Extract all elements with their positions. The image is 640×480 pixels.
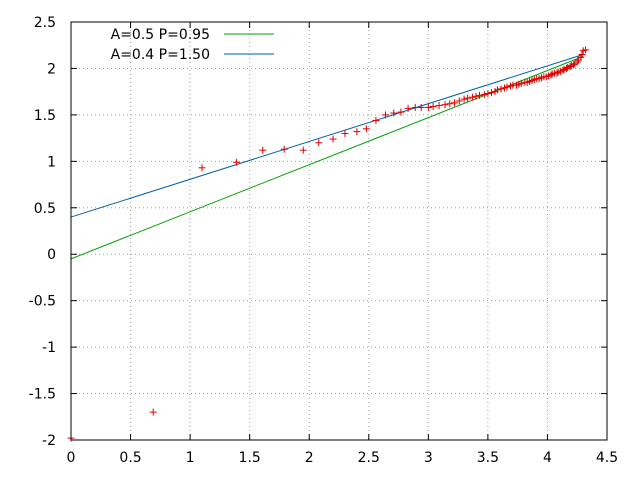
data-point [493, 86, 501, 94]
data-point [570, 61, 578, 69]
data-point [472, 92, 480, 100]
data-point [559, 66, 567, 74]
data-point [566, 63, 574, 71]
data-point [455, 97, 463, 105]
data-point [417, 103, 425, 111]
tick-labels: 0 0.5 1 1.5 2 2.5 3 3.5 4 4.5 -2 -1.5 -1 -0.5 0 0.5 1 1.5… [29, 15, 618, 466]
x-tick-label: 0 [67, 450, 76, 466]
data-point [411, 103, 419, 111]
x-tick-label: 0.5 [119, 450, 141, 466]
data-point [451, 99, 459, 107]
data-point [487, 89, 495, 97]
data-point [435, 102, 443, 110]
data-point [315, 139, 323, 147]
data-point [468, 93, 476, 101]
data-point [404, 104, 412, 112]
data-point [563, 64, 571, 72]
axis-ticks [70, 21, 608, 441]
data-point [390, 109, 398, 117]
series-line-1 [70, 54, 584, 218]
data-point [464, 94, 472, 102]
y-tick-label: 1.5 [34, 108, 56, 124]
data-point [476, 91, 484, 99]
data-point [397, 108, 405, 116]
data-point [329, 135, 337, 143]
data-point [553, 69, 561, 77]
data-point [299, 146, 307, 154]
x-tick-label: 2 [305, 450, 314, 466]
data-point [446, 100, 454, 108]
data-point [429, 103, 437, 111]
x-tick-label: 4.5 [596, 450, 618, 466]
data-point [582, 46, 590, 54]
data-point [353, 128, 361, 136]
legend-label-1: A=0.4 P=1.50 [111, 47, 210, 63]
data-point [517, 79, 525, 87]
x-tick-label: 3 [424, 450, 433, 466]
data-point [280, 145, 288, 153]
data-point [233, 158, 241, 166]
x-tick-label: 2.5 [358, 450, 380, 466]
data-point [484, 90, 492, 98]
data-point [578, 51, 586, 59]
y-tick-label: 1 [47, 154, 56, 170]
y-tick-label: -0.5 [29, 294, 56, 310]
y-tick-label: -1 [42, 340, 56, 356]
y-tick-label: 2.5 [34, 15, 56, 31]
data-point [503, 83, 511, 91]
y-tick-label: -2 [42, 433, 56, 449]
data-point [259, 146, 267, 154]
y-tick-label: 2 [47, 61, 56, 77]
data-point [424, 103, 432, 111]
y-tick-label: 0.5 [34, 201, 56, 217]
x-tick-label: 1.5 [239, 450, 261, 466]
y-tick-label: 0 [47, 247, 56, 263]
data-point [547, 71, 555, 79]
series-lines [70, 54, 584, 260]
y-tick-label: -1.5 [29, 387, 56, 403]
grid [70, 21, 608, 441]
data-point [149, 408, 157, 416]
data-point [341, 129, 349, 137]
legend: A=0.5 P=0.95 A=0.4 P=1.50 [111, 27, 274, 63]
data-point [460, 95, 468, 103]
x-tick-label: 4 [543, 450, 552, 466]
data-point [381, 111, 389, 119]
data-point [198, 164, 206, 172]
x-tick-label: 1 [186, 450, 195, 466]
plot-border [70, 21, 608, 441]
data-point [480, 90, 488, 98]
data-point [362, 125, 370, 133]
x-tick-label: 3.5 [477, 450, 499, 466]
data-point [441, 101, 449, 109]
data-point [497, 85, 505, 93]
data-points [67, 46, 590, 442]
legend-label-0: A=0.5 P=0.95 [111, 27, 210, 43]
data-point [372, 116, 380, 124]
